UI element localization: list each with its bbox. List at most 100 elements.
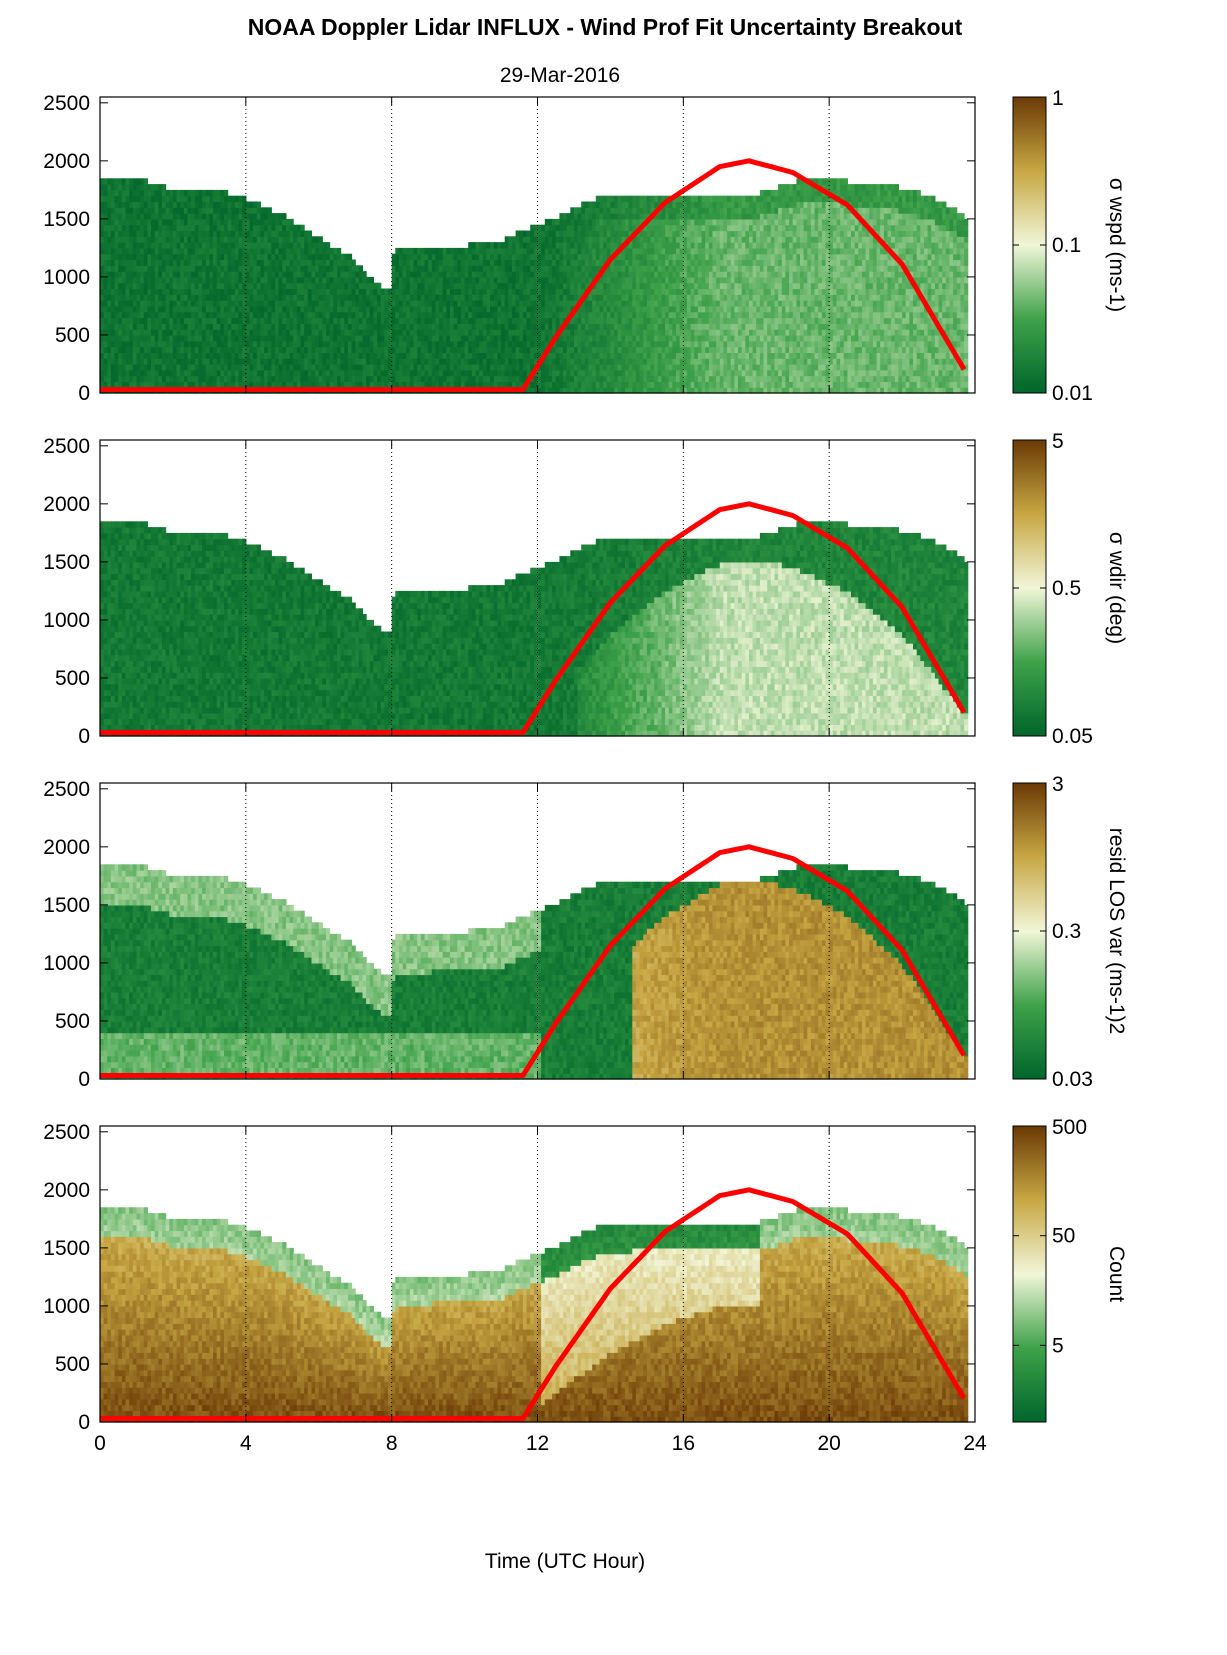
heatmap-cell <box>129 213 133 219</box>
heatmap-cell <box>195 260 199 266</box>
heatmap-cell <box>169 202 173 208</box>
heatmap-cell <box>126 271 130 277</box>
heatmap-cell <box>129 283 133 289</box>
heatmap-cell <box>202 364 206 370</box>
heatmap-cell <box>202 283 206 289</box>
heatmap-cell <box>115 190 119 196</box>
heatmap-cell <box>195 352 199 358</box>
heatmap-cell <box>206 254 210 260</box>
heatmap-cell <box>198 260 202 266</box>
heatmap-cell <box>122 260 126 266</box>
heatmap-cell <box>195 312 199 318</box>
heatmap-cell <box>188 294 192 300</box>
heatmap-cell <box>158 283 162 289</box>
heatmap-cell <box>104 236 108 242</box>
heatmap-cell <box>129 196 133 202</box>
heatmap-cell <box>104 207 108 213</box>
heatmap-cell <box>115 335 119 341</box>
heatmap-cell <box>107 341 111 347</box>
heatmap-cell <box>188 219 192 225</box>
heatmap-cell <box>133 196 137 202</box>
heatmap-cell <box>158 318 162 324</box>
heatmap-cell <box>195 364 199 370</box>
heatmap-cell <box>147 202 151 208</box>
heatmap-cell <box>104 352 108 358</box>
heatmap-cell <box>191 364 195 370</box>
heatmap-cell <box>111 306 115 312</box>
heatmap-cell <box>137 260 141 266</box>
heatmap-cell <box>107 207 111 213</box>
heatmap-cell <box>188 318 192 324</box>
heatmap-cell <box>107 265 111 271</box>
heatmap-cell <box>118 225 122 231</box>
heatmap-cell <box>147 352 151 358</box>
heatmap-cell <box>158 231 162 237</box>
heatmap-cell <box>126 364 130 370</box>
heatmap-cell <box>173 289 177 295</box>
heatmap-cell <box>118 335 122 341</box>
heatmap-cell <box>198 341 202 347</box>
heatmap-cell <box>151 271 155 277</box>
heatmap-cell <box>173 352 177 358</box>
heatmap-cell <box>144 312 148 318</box>
heatmap-cell <box>111 294 115 300</box>
heatmap-cell <box>213 207 217 213</box>
heatmap-cell <box>111 370 115 376</box>
heatmap-cell <box>151 213 155 219</box>
heatmap-cell <box>155 283 159 289</box>
heatmap-cell <box>162 184 166 190</box>
heatmap-cell <box>158 213 162 219</box>
heatmap-cell <box>166 231 170 237</box>
heatmap-cell <box>147 341 151 347</box>
heatmap-cell <box>129 329 133 335</box>
heatmap-cell <box>122 300 126 306</box>
heatmap-cell <box>213 335 217 341</box>
heatmap-cell <box>104 190 108 196</box>
heatmap-cell <box>137 300 141 306</box>
heatmap-cell <box>177 254 181 260</box>
heatmap-cell <box>100 335 104 341</box>
heatmap-cell <box>100 376 104 382</box>
heatmap-cell <box>162 207 166 213</box>
heatmap-cell <box>173 260 177 266</box>
heatmap-cell <box>191 358 195 364</box>
heatmap-cell <box>158 219 162 225</box>
heatmap-cell <box>173 318 177 324</box>
heatmap-cell <box>220 260 224 266</box>
heatmap-cell <box>173 381 177 387</box>
heatmap-cell <box>169 283 173 289</box>
heatmap-cell <box>129 347 133 353</box>
heatmap-cell <box>206 364 210 370</box>
heatmap-cell <box>209 381 213 387</box>
heatmap-cell <box>107 352 111 358</box>
heatmap-cell <box>209 190 213 196</box>
heatmap-cell <box>217 213 221 219</box>
heatmap-cell <box>158 341 162 347</box>
heatmap-cell <box>140 207 144 213</box>
heatmap-cell <box>129 207 133 213</box>
heatmap-cell <box>180 283 184 289</box>
heatmap-cell <box>126 341 130 347</box>
heatmap-cell <box>162 283 166 289</box>
heatmap-cell <box>104 376 108 382</box>
heatmap-cell <box>220 248 224 254</box>
heatmap-cell <box>169 300 173 306</box>
heatmap-cell <box>122 196 126 202</box>
heatmap-cell <box>173 207 177 213</box>
heatmap-cell <box>162 231 166 237</box>
heatmap-cell <box>162 312 166 318</box>
heatmap-cell <box>191 294 195 300</box>
heatmap-cell <box>104 265 108 271</box>
heatmap-cell <box>111 381 115 387</box>
heatmap-cell <box>180 335 184 341</box>
heatmap-cell <box>133 300 137 306</box>
heatmap-cell <box>122 271 126 277</box>
heatmap-cell <box>169 260 173 266</box>
heatmap-cell <box>213 196 217 202</box>
heatmap-cell <box>140 318 144 324</box>
heatmap-cell <box>126 242 130 248</box>
heatmap-cell <box>137 335 141 341</box>
heatmap-cell <box>151 329 155 335</box>
heatmap-cell <box>100 277 104 283</box>
heatmap-cell <box>177 347 181 353</box>
